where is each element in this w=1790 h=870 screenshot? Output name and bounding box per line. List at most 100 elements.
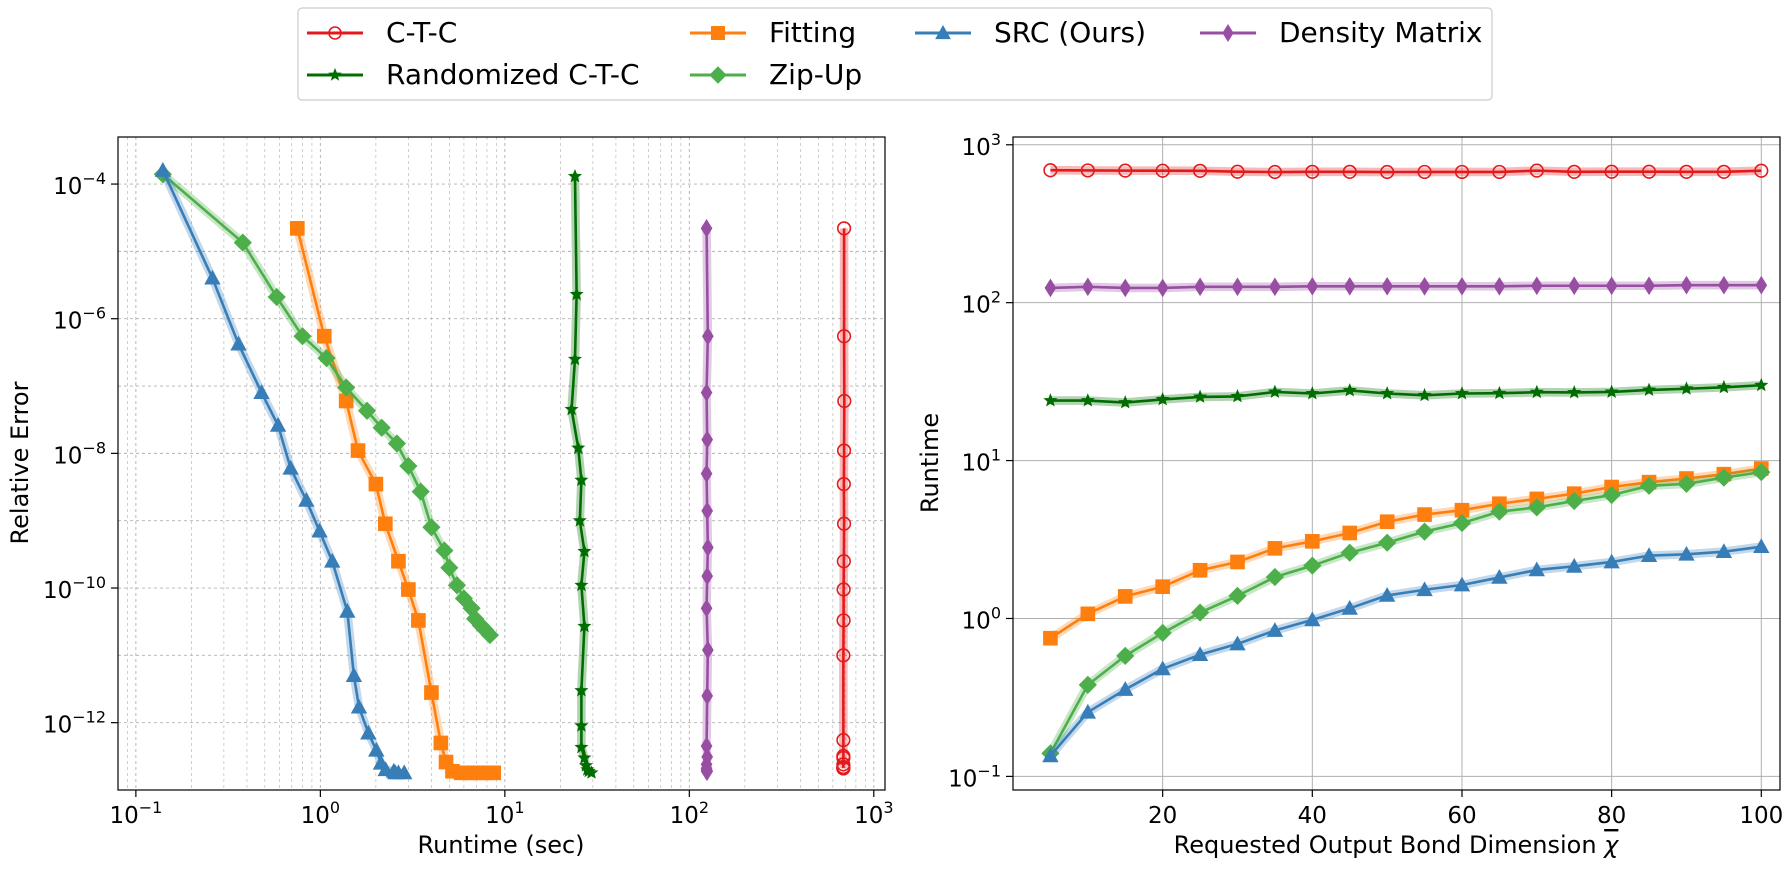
left-fit-point bbox=[424, 685, 439, 700]
right-dm-point bbox=[1156, 278, 1169, 298]
right-dm-point bbox=[1343, 276, 1356, 296]
right-ctc-point bbox=[1080, 163, 1095, 178]
legend-ctc-label: C-T-C bbox=[386, 16, 457, 49]
left-rctc-point bbox=[577, 750, 592, 764]
right-zip-point bbox=[1565, 491, 1584, 511]
left-y-tick-label: 10−6 bbox=[53, 304, 106, 335]
left-rctc-point bbox=[574, 739, 589, 754]
left-rctc-point bbox=[564, 401, 579, 416]
right-ctc-point bbox=[1043, 163, 1058, 178]
legend-rctc-label: Randomized C-T-C bbox=[386, 58, 640, 91]
right-src-point bbox=[1640, 547, 1658, 563]
right-zip-point bbox=[1378, 533, 1397, 552]
left-ctc-point bbox=[836, 554, 851, 569]
left-rctc-point bbox=[577, 618, 592, 633]
right-src-point bbox=[1715, 543, 1733, 559]
left-dm-point bbox=[701, 640, 714, 660]
left-src-point bbox=[368, 741, 385, 757]
right-x-label-symbol: χ bbox=[1602, 831, 1619, 859]
left-rctc-point bbox=[574, 472, 589, 487]
left-zip-point bbox=[267, 287, 286, 307]
left-axes-frame bbox=[117, 136, 886, 791]
left-dm-point bbox=[701, 326, 714, 346]
right-dm-point bbox=[1493, 276, 1506, 296]
right-rctc-point bbox=[1043, 393, 1058, 407]
right-ctc-point bbox=[1155, 163, 1170, 178]
right-src-point bbox=[1117, 681, 1134, 696]
legend-dm-label: Density Matrix bbox=[1279, 16, 1483, 49]
left-ctc-line bbox=[842, 228, 846, 769]
right-fit-point bbox=[1379, 514, 1395, 530]
right-ctc-point bbox=[1417, 164, 1432, 180]
left-src-point bbox=[282, 459, 299, 475]
right-rctc-point bbox=[1754, 377, 1769, 392]
right-src-point bbox=[1753, 538, 1770, 554]
left-ctc-point bbox=[836, 443, 852, 458]
left-x-tick-label: 103 bbox=[854, 798, 893, 829]
right-src-point bbox=[1566, 557, 1583, 573]
right-dm-point bbox=[1194, 277, 1206, 297]
left-src-point bbox=[350, 698, 368, 714]
left-src-point bbox=[345, 667, 363, 682]
right-x-tick-label: 40 bbox=[1298, 803, 1327, 829]
left-ctc-point bbox=[836, 733, 851, 748]
right-dm-point bbox=[1269, 277, 1281, 297]
left-fit-band bbox=[293, 227, 494, 778]
legend-zip-marker bbox=[709, 66, 727, 84]
legend-rctc-marker bbox=[328, 67, 342, 81]
right-y-tick-label: 10−1 bbox=[948, 761, 1001, 792]
right-rctc-point bbox=[1230, 388, 1245, 403]
left-y-tick-label: 10−12 bbox=[43, 708, 106, 739]
right-fit-point bbox=[1043, 630, 1058, 646]
right-y-label: Runtime bbox=[916, 413, 944, 513]
right-src-point bbox=[1378, 587, 1396, 602]
right-rctc-point bbox=[1118, 395, 1133, 409]
right-rctc-point bbox=[1492, 385, 1507, 400]
left-ctc-point bbox=[836, 582, 851, 597]
right-dm-point bbox=[1456, 276, 1468, 296]
right-src-point bbox=[1229, 635, 1246, 651]
right-src-point bbox=[1079, 703, 1097, 719]
right-dm-point bbox=[1605, 276, 1618, 296]
left-zip-point bbox=[447, 576, 467, 595]
left-src-point bbox=[298, 492, 315, 507]
left-zip-point bbox=[317, 348, 336, 368]
right-dm-point bbox=[1081, 277, 1094, 297]
right-y-tick-label: 102 bbox=[962, 288, 1001, 319]
right-zip-point bbox=[1452, 513, 1472, 533]
right-fit-point bbox=[1417, 507, 1432, 522]
legend-box bbox=[297, 7, 1493, 101]
left-zip-point bbox=[357, 401, 377, 420]
left-rctc-point bbox=[567, 351, 583, 366]
right-zip-point bbox=[1078, 675, 1097, 694]
right-ctc-point bbox=[1118, 163, 1133, 178]
right-src-point bbox=[1191, 646, 1209, 662]
right-dm-point bbox=[1718, 275, 1730, 295]
legend-fit-marker bbox=[711, 26, 725, 40]
right-dm-point bbox=[1119, 278, 1132, 298]
left-zip-point bbox=[337, 378, 356, 397]
left-ctc-point bbox=[836, 648, 851, 663]
left-dm-point bbox=[701, 686, 714, 706]
left-src-point bbox=[269, 417, 287, 432]
left-dm-point bbox=[701, 430, 714, 449]
left-fit-point bbox=[368, 476, 384, 492]
right-dm-point bbox=[1044, 278, 1057, 298]
left-src-point bbox=[324, 552, 341, 568]
right-ctc-point bbox=[1342, 164, 1357, 179]
right-ctc-point bbox=[1716, 164, 1731, 179]
left-rctc-point bbox=[574, 577, 589, 592]
right-dm-point bbox=[1643, 276, 1655, 296]
left-x-label: Runtime (sec) bbox=[417, 831, 584, 859]
left-src-point bbox=[154, 161, 172, 177]
left-zip-point bbox=[440, 558, 459, 577]
left-zip-point bbox=[480, 625, 500, 645]
left-zip-point bbox=[233, 233, 252, 252]
right-rctc-point bbox=[1454, 386, 1470, 400]
left-ctc-point bbox=[836, 761, 851, 776]
left-dm-point bbox=[701, 501, 714, 521]
left-ctc-point bbox=[836, 613, 851, 628]
right-zip-point bbox=[1228, 586, 1247, 606]
right-src-point bbox=[1266, 622, 1284, 637]
